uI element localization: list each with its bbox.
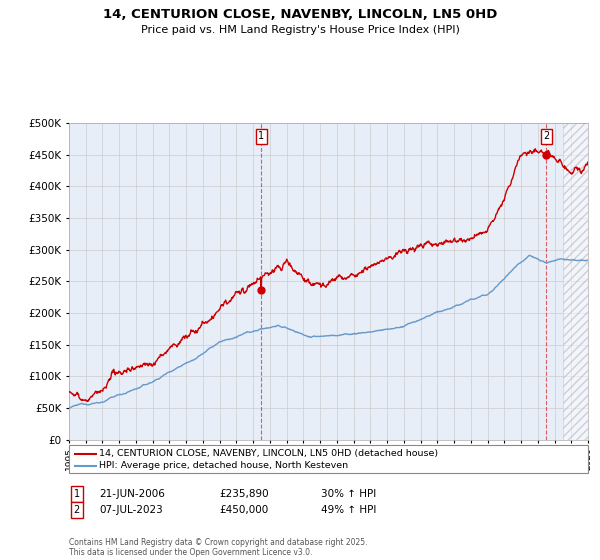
Text: 30% ↑ HPI: 30% ↑ HPI [321, 489, 376, 499]
Bar [563, 123, 588, 440]
Text: 1: 1 [258, 131, 264, 141]
Bar [563, 123, 588, 440]
Text: 2: 2 [544, 131, 550, 141]
Text: 1: 1 [74, 489, 80, 499]
Text: 14, CENTURION CLOSE, NAVENBY, LINCOLN, LN5 0HD (detached house): 14, CENTURION CLOSE, NAVENBY, LINCOLN, L… [99, 449, 438, 458]
Text: 2: 2 [74, 505, 80, 515]
Text: HPI: Average price, detached house, North Kesteven: HPI: Average price, detached house, Nort… [99, 461, 348, 470]
Text: 14, CENTURION CLOSE, NAVENBY, LINCOLN, LN5 0HD: 14, CENTURION CLOSE, NAVENBY, LINCOLN, L… [103, 8, 497, 21]
Text: £450,000: £450,000 [219, 505, 268, 515]
Text: 07-JUL-2023: 07-JUL-2023 [99, 505, 163, 515]
Text: Price paid vs. HM Land Registry's House Price Index (HPI): Price paid vs. HM Land Registry's House … [140, 25, 460, 35]
Text: 21-JUN-2006: 21-JUN-2006 [99, 489, 165, 499]
Text: £235,890: £235,890 [219, 489, 269, 499]
Text: Contains HM Land Registry data © Crown copyright and database right 2025.
This d: Contains HM Land Registry data © Crown c… [69, 538, 367, 557]
Text: 49% ↑ HPI: 49% ↑ HPI [321, 505, 376, 515]
Bar [563, 123, 588, 440]
